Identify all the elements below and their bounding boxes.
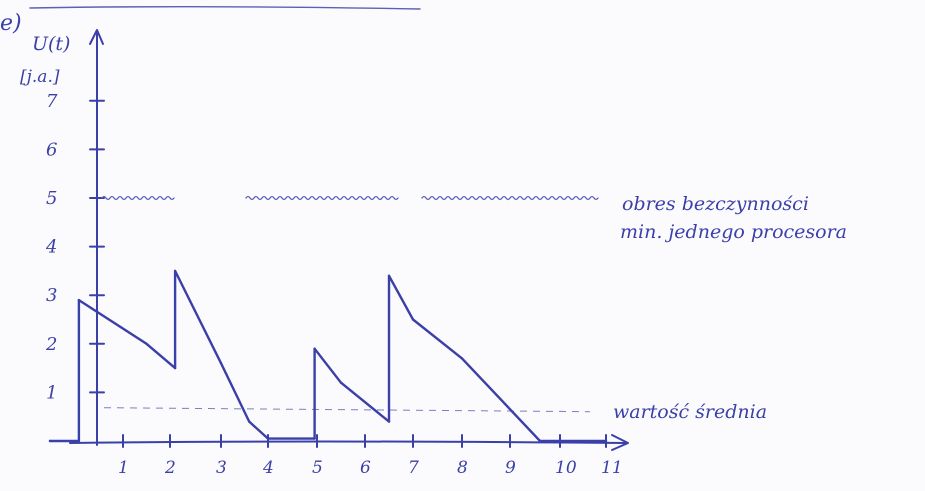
series-point <box>411 318 415 321</box>
series-point <box>604 439 608 443</box>
x-tick-label: 7 <box>408 458 419 478</box>
series-point <box>145 342 148 345</box>
y-tick-label: 2 <box>45 334 57 355</box>
x-tick-label: 2 <box>164 458 176 478</box>
idle-wavy-line <box>421 195 599 201</box>
series-point <box>538 439 542 443</box>
y-tick-label: 1 <box>46 382 57 403</box>
series-point <box>266 437 270 440</box>
series-point <box>77 298 81 302</box>
mean-label: wartość średnia <box>613 401 767 423</box>
idle-label: min. jednego procesora <box>620 221 847 243</box>
series-point <box>77 439 81 443</box>
y-tick-label: 5 <box>46 188 57 209</box>
series-point <box>313 347 316 350</box>
idle-label: obres bezczynności <box>622 193 809 215</box>
idle-wavy-line <box>101 195 175 201</box>
y-tick-label: 7 <box>46 91 58 112</box>
series-point <box>173 269 177 273</box>
y-axis-unit: [j.a.] <box>20 67 60 87</box>
x-tick-label: 10 <box>555 458 577 478</box>
x-tick-label: 5 <box>312 458 323 478</box>
idle-wavy-line <box>245 195 399 201</box>
y-axis-label: U(t) <box>32 33 70 55</box>
x-axis-arrow <box>611 434 629 451</box>
y-tick-label: 3 <box>46 285 57 306</box>
mean-dashed-line <box>103 407 591 413</box>
series-line <box>48 269 608 443</box>
y-axis-arrow <box>89 29 104 45</box>
x-tick-label: 8 <box>457 458 468 478</box>
series-point <box>387 274 391 277</box>
series-point <box>219 362 223 365</box>
series-point <box>387 420 391 423</box>
series-point <box>173 366 177 370</box>
x-tick-label: 6 <box>360 458 371 478</box>
series-point <box>339 381 343 384</box>
series-point <box>460 357 464 360</box>
x-tick-label: 1 <box>118 458 129 478</box>
x-tick-label: 3 <box>216 458 227 478</box>
series-point <box>313 437 316 440</box>
x-axis-line <box>69 440 627 444</box>
panel-label: e) <box>0 11 22 36</box>
x-tick-label: 4 <box>262 458 274 478</box>
y-tick-label: 4 <box>45 237 57 258</box>
y-tick-label: 6 <box>46 139 57 160</box>
series-point <box>48 439 52 443</box>
page-top-rule <box>29 6 421 10</box>
x-tick-label: 9 <box>505 458 516 478</box>
x-tick-label: 11 <box>601 458 623 478</box>
series-point <box>248 420 251 423</box>
